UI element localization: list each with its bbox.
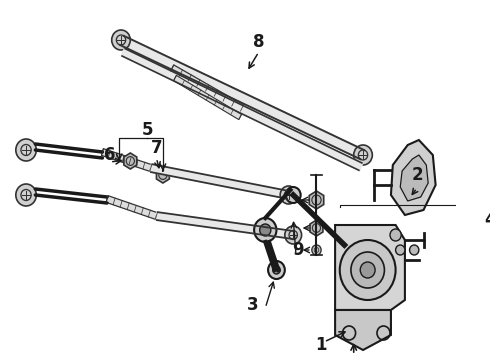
Circle shape — [254, 218, 276, 242]
Polygon shape — [173, 75, 242, 120]
Polygon shape — [400, 155, 428, 201]
Circle shape — [351, 252, 385, 288]
Text: 8: 8 — [253, 33, 265, 51]
Polygon shape — [150, 164, 289, 199]
Circle shape — [16, 184, 36, 206]
Text: 7: 7 — [150, 139, 162, 157]
Circle shape — [268, 261, 285, 279]
Text: 4: 4 — [484, 211, 490, 229]
Polygon shape — [122, 48, 363, 171]
Polygon shape — [119, 35, 365, 159]
Circle shape — [280, 186, 297, 204]
Polygon shape — [335, 310, 391, 350]
Circle shape — [390, 229, 401, 241]
Circle shape — [340, 240, 395, 300]
Circle shape — [260, 224, 271, 236]
Polygon shape — [106, 196, 157, 219]
Circle shape — [286, 187, 301, 203]
Text: 2: 2 — [411, 166, 423, 184]
Circle shape — [112, 30, 130, 50]
Text: 3: 3 — [247, 296, 259, 314]
Polygon shape — [156, 167, 170, 183]
Circle shape — [16, 139, 36, 161]
Circle shape — [410, 245, 419, 255]
Polygon shape — [391, 140, 436, 215]
Polygon shape — [156, 212, 294, 239]
Circle shape — [395, 245, 405, 255]
Circle shape — [285, 226, 301, 244]
Circle shape — [273, 266, 280, 274]
Circle shape — [312, 245, 321, 255]
Polygon shape — [171, 65, 244, 111]
Text: 9: 9 — [292, 241, 304, 259]
Polygon shape — [101, 149, 152, 171]
Circle shape — [360, 262, 375, 278]
Text: 5: 5 — [141, 121, 153, 139]
Circle shape — [354, 145, 372, 165]
Text: 6: 6 — [104, 146, 116, 164]
Text: 1: 1 — [316, 336, 327, 354]
Polygon shape — [124, 153, 137, 169]
Polygon shape — [310, 220, 323, 236]
Polygon shape — [335, 225, 405, 310]
Polygon shape — [309, 191, 324, 209]
